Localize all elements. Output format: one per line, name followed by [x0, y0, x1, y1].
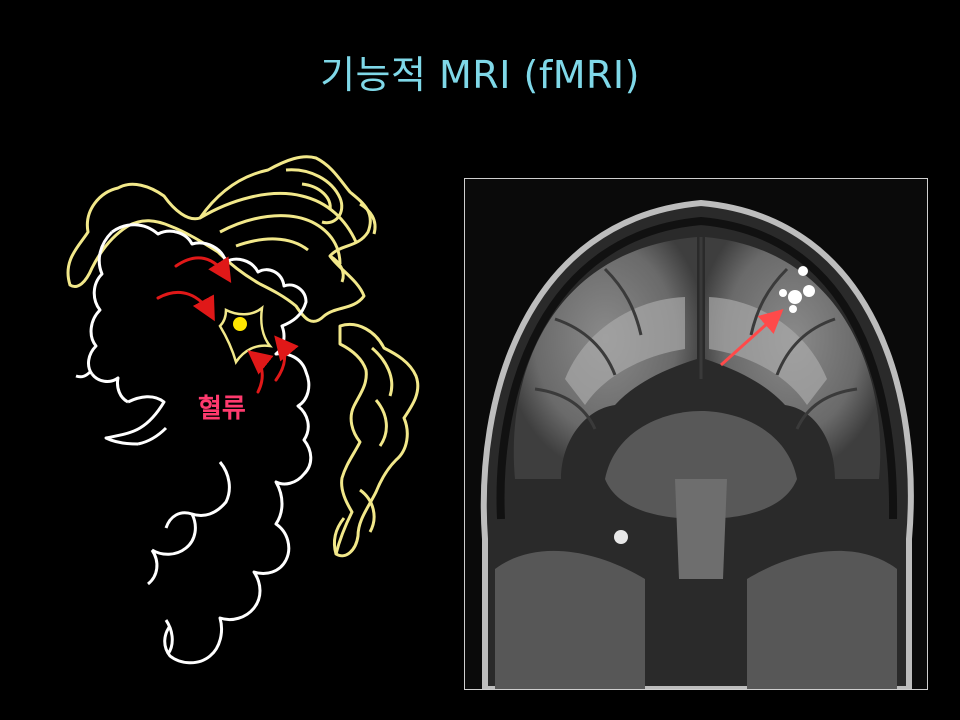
- cerebellum: [605, 411, 797, 519]
- lower-face-tissue: [495, 550, 897, 689]
- brainstem: [675, 479, 727, 579]
- flow-arrow-4: [247, 350, 274, 394]
- neuron-outline: [75, 223, 313, 665]
- fmri-activation: [779, 266, 815, 313]
- mri-svg: [465, 179, 927, 689]
- cell-body-dot: [233, 317, 247, 331]
- flow-arrow-1: [174, 256, 232, 284]
- blood-flow-arrows: [156, 256, 299, 394]
- flow-arrow-2: [156, 290, 215, 322]
- flow-arrow-3: [274, 335, 299, 382]
- sulci: [534, 237, 858, 430]
- white-matter: [565, 297, 827, 405]
- astrocyte-cell: [218, 305, 273, 365]
- blood-flow-label: 혈류: [198, 394, 246, 424]
- mri-image: [464, 178, 928, 690]
- glia-outline-top: [66, 155, 377, 323]
- activation-pointer-arrow: [719, 308, 784, 367]
- diagram-svg: [66, 155, 420, 665]
- neurovascular-diagram: 혈류: [40, 140, 440, 700]
- glia-outline-right: [332, 323, 420, 558]
- slide-title: 기능적 MRI (fMRI): [320, 53, 640, 97]
- bright-spot: [614, 530, 628, 544]
- skull-outline: [496, 216, 898, 520]
